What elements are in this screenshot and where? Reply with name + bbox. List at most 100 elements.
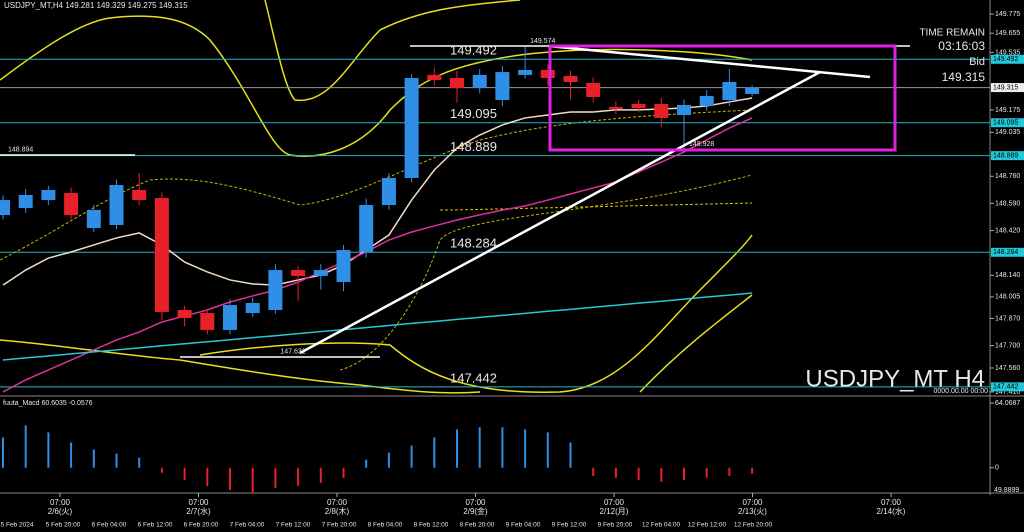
level-label: 148.889: [450, 139, 497, 154]
candle-body: [64, 193, 79, 216]
y-tick-label: 147.560: [995, 365, 1020, 372]
level-axis-bg: [991, 382, 1024, 392]
candle-body: [359, 205, 374, 252]
candle-body: [472, 74, 487, 89]
candle-body: [722, 81, 737, 101]
level-axis-label: 147.442: [993, 384, 1018, 391]
candle-body: [109, 185, 124, 225]
macd-title: fuuta_Macd 60.6035 -0.0576: [3, 400, 93, 407]
candle-body: [699, 96, 714, 106]
time-label: 6 Feb 12:00: [138, 522, 173, 529]
candle-body: [223, 305, 237, 330]
candle-body: [86, 209, 101, 229]
price-annotation: 149.574: [530, 38, 555, 45]
level-label: 149.492: [450, 43, 497, 58]
range-box: [548, 44, 897, 152]
level-label: 147.442: [450, 370, 497, 385]
hour-label: 07:00: [742, 498, 763, 507]
candle-body: [18, 194, 33, 209]
time-label: 9 Feb 12:00: [552, 522, 587, 529]
bid-label: Bid: [969, 56, 985, 68]
lower-band: [0, 339, 481, 394]
candle-body: [540, 69, 555, 78]
time-label: 7 Feb 04:00: [230, 522, 265, 529]
band: [264, 0, 521, 101]
y-tick-label: 147.700: [995, 342, 1020, 349]
band: [199, 234, 753, 393]
band: [0, 109, 753, 261]
y-tick-label: 148.140: [995, 272, 1020, 279]
trend-line: [299, 70, 821, 355]
candle-body: [677, 104, 691, 116]
level-axis-label: 149.095: [993, 120, 1018, 127]
time-label: 12 Feb 12:00: [688, 522, 727, 529]
time-label: 5 Feb 20:00: [46, 522, 81, 529]
time-label: 7 Feb 20:00: [322, 522, 357, 529]
candle-body: [41, 189, 56, 201]
bid-axis-bg: [991, 83, 1024, 93]
hour-label: 07:00: [604, 498, 625, 507]
level-label: 149.095: [450, 106, 497, 121]
hour-label: 07:00: [188, 498, 209, 507]
candle-body: [154, 197, 169, 312]
candle-body: [495, 72, 510, 101]
level-axis-label: 149.492: [993, 56, 1018, 63]
time-label: 9 Feb 20:00: [598, 522, 633, 529]
day-label: 2/14(水): [877, 506, 906, 516]
candle-body: [245, 302, 260, 314]
time-label: 8 Feb 04:00: [368, 522, 403, 529]
time-remain: 03:16:03: [938, 39, 985, 53]
time-label: 7 Feb 12:00: [276, 522, 311, 529]
day-label: 2/7(水): [186, 506, 211, 516]
day-label: 2/13(火): [738, 507, 767, 516]
price-annotation: 148.894: [8, 147, 33, 154]
candle-body: [0, 200, 10, 216]
day-label: 2/12(月): [600, 507, 629, 516]
day-label: 2/6(火): [48, 507, 73, 516]
candle-body: [336, 250, 351, 283]
day-label: 2/9(金): [463, 506, 488, 516]
candle-body: [132, 189, 147, 201]
candle-body: [745, 87, 760, 94]
time-remain-label: TIME REMAIN: [919, 28, 985, 39]
y-tick-label: 149.535: [995, 49, 1020, 56]
dotted-bands: [0, 109, 753, 371]
candle-body: [381, 178, 396, 206]
candle-body: [291, 270, 306, 276]
candle-body: [586, 82, 601, 97]
time-label: 6 Feb 20:00: [184, 522, 219, 529]
time-label: 8 Feb 12:00: [414, 522, 449, 529]
moving-average: [2, 97, 753, 286]
level-axis-bg: [991, 54, 1024, 64]
candle-body: [268, 270, 283, 310]
level-axis-label: 148.889: [993, 152, 1018, 159]
candle-body: [200, 313, 215, 330]
moving-average: [2, 292, 753, 361]
y-tick-label: 149.775: [995, 11, 1020, 18]
y-tick-label: 147.870: [995, 315, 1020, 322]
candle-body: [450, 77, 464, 89]
y-tick-label: 149.655: [995, 30, 1020, 37]
band: [440, 202, 753, 211]
candle-body: [654, 104, 669, 118]
macd-tick-label: 64.0687: [995, 400, 1020, 407]
band: [639, 294, 753, 393]
macd-tick-label: 0: [995, 465, 999, 472]
bid: 149.315: [942, 70, 986, 84]
candle-body: [563, 76, 578, 82]
candle-body: [518, 69, 533, 75]
y-tick-label: 148.590: [995, 200, 1020, 207]
level-axis-bg: [991, 151, 1024, 161]
bid-axis-label: 149.315: [993, 84, 1018, 91]
price-annotation: 147.631: [280, 348, 305, 355]
level-label: 148.284: [450, 236, 497, 251]
time-label: 8 Feb 20:00: [460, 522, 495, 529]
y-tick-label: 148.420: [995, 227, 1020, 234]
price-annotation: 148.928: [689, 141, 714, 148]
time-label: 5 Feb 2024: [1, 522, 34, 529]
y-tick-label: 148.005: [995, 294, 1020, 301]
time-label: 12 Feb 04:00: [642, 522, 681, 529]
candle-body: [404, 77, 419, 179]
axis-date: 0000.00.00 00:00: [934, 388, 989, 395]
